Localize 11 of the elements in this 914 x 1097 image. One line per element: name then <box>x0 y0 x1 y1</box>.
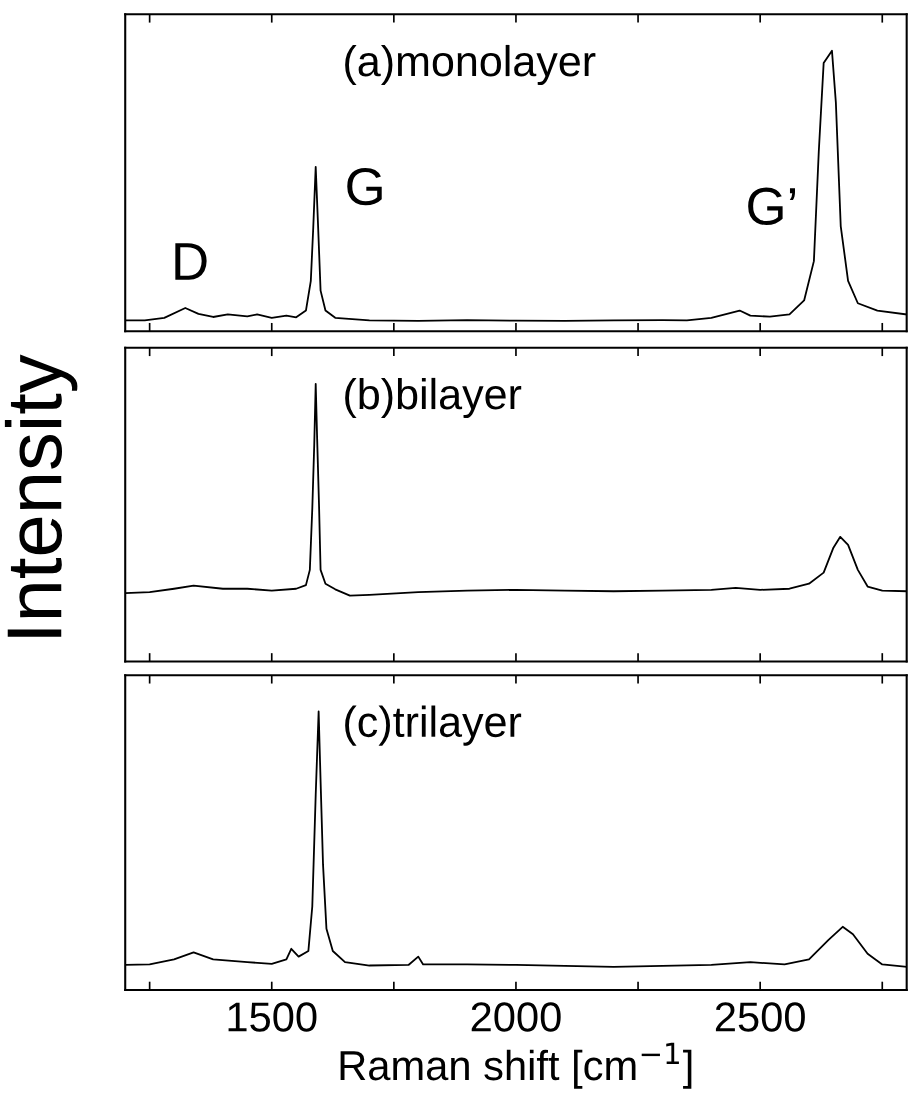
x-tick-label: 2500 <box>715 1002 805 1032</box>
x-tick-label: 1500 <box>228 1002 317 1032</box>
annotation: (b)bilayer <box>345 377 522 419</box>
annotation: (c)trilayer <box>345 705 522 746</box>
annotation: G’ <box>748 187 795 225</box>
x-tick-label: 2000 <box>471 1002 561 1032</box>
annotation: G <box>347 167 382 206</box>
x-axis-title: Raman shift [cm$^{−1}$] <box>340 1042 692 1089</box>
y-axis-title: Intensity <box>4 354 78 637</box>
annotation: (a)monolayer <box>345 44 596 86</box>
annotation: D <box>175 243 207 280</box>
